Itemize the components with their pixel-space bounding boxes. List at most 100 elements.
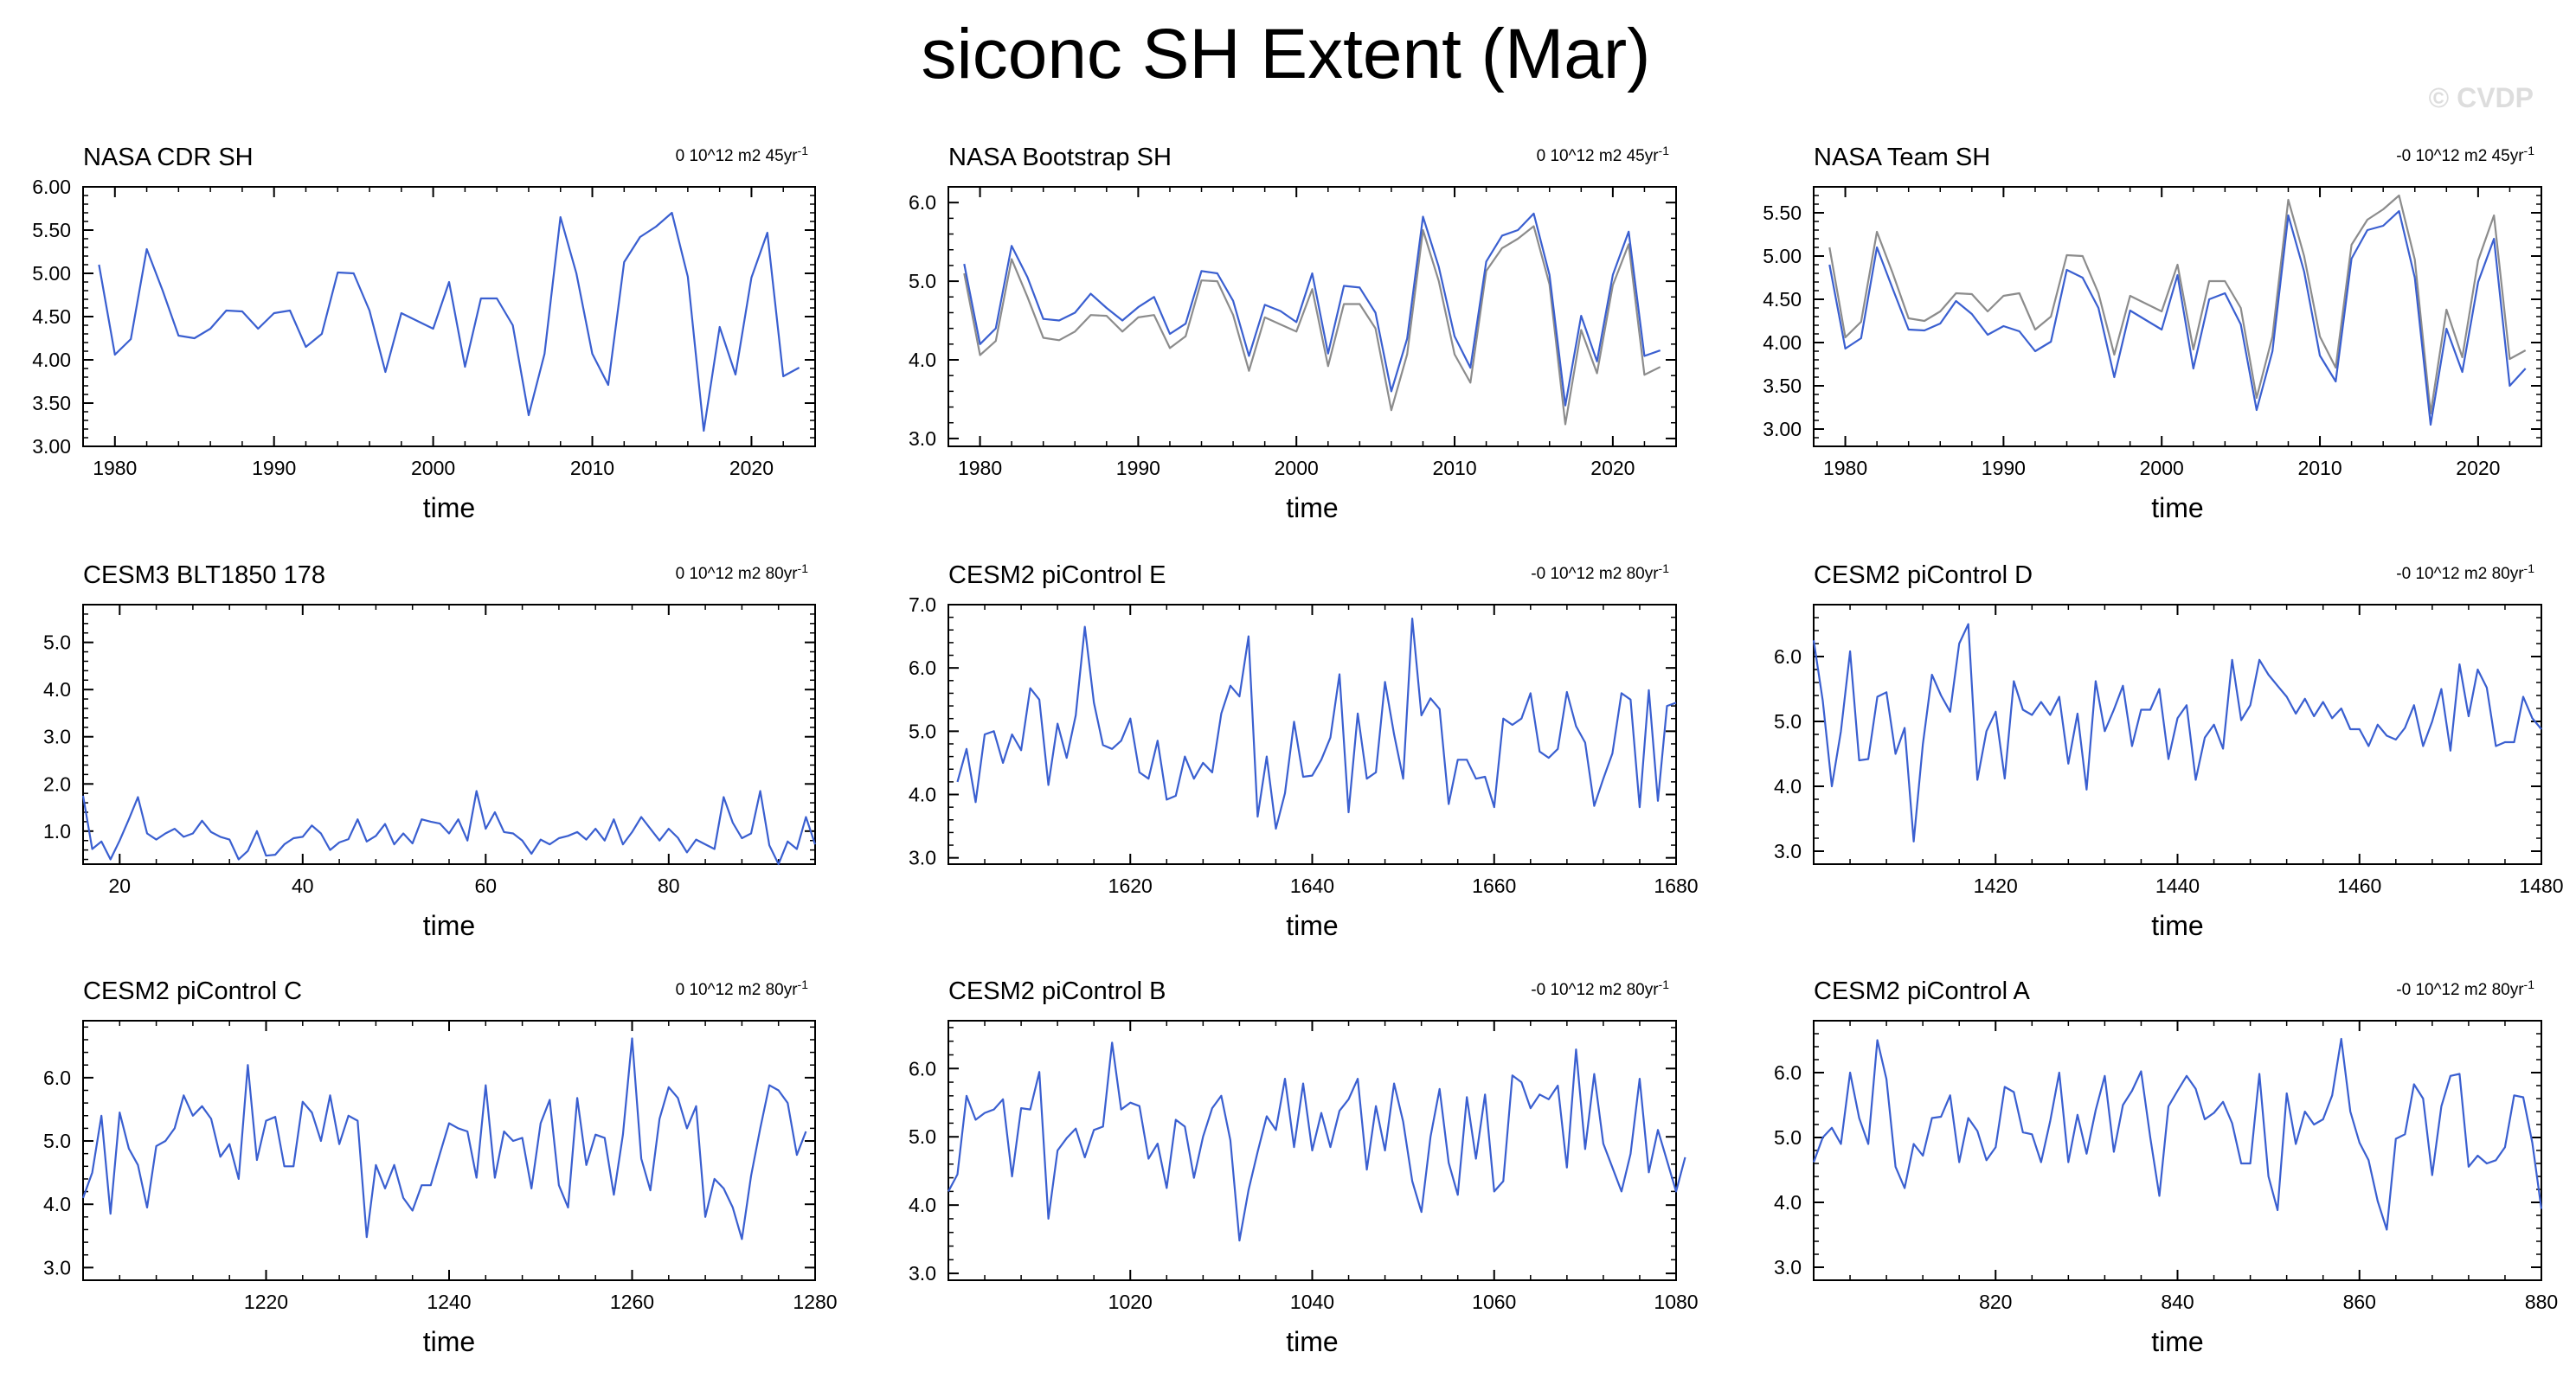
trend-exponent: -1: [1659, 561, 1670, 575]
x-tick-label: 1460: [2337, 875, 2381, 897]
x-axis-label: time: [2151, 492, 2203, 523]
panel-title: CESM2 piControl A: [1814, 977, 2030, 1005]
y-tick-label: 5.0: [909, 1125, 936, 1148]
x-tick-label: 1980: [958, 457, 1002, 479]
x-tick-label: 1990: [252, 457, 296, 479]
x-axis-label: time: [1286, 1326, 1338, 1357]
trend-exponent: -1: [798, 561, 809, 575]
y-tick-label: 2.0: [43, 772, 71, 795]
y-tick-label: 5.50: [32, 219, 71, 241]
y-tick-label: 6.0: [1774, 645, 1802, 668]
x-tick-label: 1660: [1472, 875, 1516, 897]
y-tick-label: 6.0: [43, 1067, 71, 1089]
series-line: [1828, 194, 2527, 415]
x-tick-label: 60: [475, 875, 498, 897]
x-axis-label: time: [1286, 910, 1338, 941]
x-tick-label: 1480: [2519, 875, 2563, 897]
series-line: [1828, 209, 2527, 426]
trend-exponent: -1: [2524, 144, 2535, 157]
x-tick-label: 80: [658, 875, 680, 897]
y-tick-label: 6.0: [1774, 1061, 1802, 1084]
y-tick-label: 4.00: [1763, 331, 1802, 354]
x-tick-label: 2020: [2456, 457, 2500, 479]
x-tick-label: 1420: [1974, 875, 2018, 897]
trend-text: -0 10^12 m2 80yr: [1531, 565, 1659, 583]
x-axis-label: time: [423, 910, 475, 941]
y-tick-label: 5.0: [1774, 1126, 1802, 1149]
y-tick-label: 5.0: [909, 270, 936, 292]
panel-title: CESM2 piControl D: [1814, 561, 2033, 589]
y-tick-label: 3.50: [32, 392, 71, 414]
panel-trend-label: 0 10^12 m2 80yr-1: [676, 977, 809, 999]
y-tick-label: 4.0: [909, 1194, 936, 1216]
x-tick-label: 20: [109, 875, 132, 897]
chart-panel: CESM2 piControl E -0 10^12 m2 80yr-1 3.0 4.…: [909, 561, 1699, 941]
y-tick-label: 3.00: [1763, 418, 1802, 440]
y-tick-label: 4.0: [909, 349, 936, 371]
x-tick-label: 820: [1979, 1291, 2012, 1313]
x-tick-label: 1240: [427, 1291, 471, 1313]
y-tick-label: 5.0: [1774, 710, 1802, 733]
trend-exponent: -1: [1659, 144, 1670, 157]
x-tick-label: 1080: [1654, 1291, 1698, 1313]
panel-trend-label: -0 10^12 m2 80yr-1: [2396, 977, 2534, 999]
x-axis-label: time: [1286, 492, 1338, 523]
y-tick-label: 1.0: [43, 820, 71, 843]
x-tick-label: 40: [292, 875, 314, 897]
panel-title: CESM2 piControl B: [948, 977, 1166, 1005]
x-tick-label: 2020: [729, 457, 774, 479]
watermark: © CVDP: [2429, 82, 2534, 113]
y-tick-label: 3.0: [1774, 1256, 1802, 1278]
series-line: [81, 1037, 807, 1240]
trend-text: -0 10^12 m2 80yr: [1531, 981, 1659, 999]
y-tick-label: 4.0: [1774, 775, 1802, 798]
x-tick-label: 1020: [1108, 1291, 1153, 1313]
x-tick-label: 1980: [1823, 457, 1867, 479]
y-tick-label: 4.0: [43, 678, 71, 701]
y-tick-label: 3.00: [32, 435, 71, 458]
chart-panel: CESM2 piControl D -0 10^12 m2 80yr-1 3.0 4.…: [1774, 561, 2564, 941]
panel-title: NASA Team SH: [1814, 144, 1990, 171]
trend-text: -0 10^12 m2 45yr: [2396, 147, 2524, 165]
y-tick-label: 4.0: [1774, 1191, 1802, 1214]
y-tick-label: 4.50: [32, 305, 71, 328]
x-tick-label: 1220: [244, 1291, 288, 1313]
x-tick-label: 1280: [793, 1291, 837, 1313]
y-tick-label: 7.0: [909, 593, 936, 616]
panel-title: CESM3 BLT1850 178: [83, 561, 325, 589]
trend-exponent: -1: [798, 977, 809, 991]
chart-panel: CESM2 piControl C 0 10^12 m2 80yr-1 3.0 4.0…: [43, 977, 838, 1357]
y-tick-label: 3.0: [43, 1256, 71, 1278]
trend-exponent: -1: [1659, 977, 1670, 991]
x-tick-label: 1640: [1290, 875, 1334, 897]
chart-panel: CESM2 piControl A -0 10^12 m2 80yr-1 3.0 4.…: [1774, 977, 2558, 1357]
figure-title: siconc SH Extent (Mar): [922, 15, 1651, 93]
trend-exponent: -1: [2524, 977, 2535, 991]
y-tick-label: 5.0: [43, 631, 71, 654]
x-tick-label: 1440: [2155, 875, 2200, 897]
y-tick-label: 3.0: [909, 427, 936, 450]
y-tick-label: 5.00: [1763, 245, 1802, 267]
x-tick-label: 1990: [1116, 457, 1160, 479]
y-tick-label: 4.0: [909, 784, 936, 806]
x-tick-label: 2010: [2297, 457, 2342, 479]
panel-trend-label: 0 10^12 m2 45yr-1: [676, 144, 809, 165]
y-tick-label: 5.00: [32, 262, 71, 285]
series-line: [98, 211, 800, 433]
y-tick-label: 5.50: [1763, 202, 1802, 224]
x-tick-label: 2000: [1275, 457, 1319, 479]
trend-text: 0 10^12 m2 80yr: [676, 981, 799, 999]
x-axis-label: time: [423, 492, 475, 523]
panel-title: CESM2 piControl C: [83, 977, 302, 1005]
trend-text: 0 10^12 m2 45yr: [1537, 147, 1660, 165]
x-tick-label: 1260: [610, 1291, 654, 1313]
y-tick-label: 3.50: [1763, 375, 1802, 397]
x-tick-label: 2000: [411, 457, 455, 479]
trend-exponent: -1: [2524, 561, 2535, 575]
series-line: [956, 617, 1677, 830]
x-tick-label: 1040: [1290, 1291, 1334, 1313]
panel-trend-label: -0 10^12 m2 80yr-1: [1531, 977, 1669, 999]
x-tick-label: 2010: [570, 457, 614, 479]
y-tick-label: 5.0: [909, 720, 936, 742]
